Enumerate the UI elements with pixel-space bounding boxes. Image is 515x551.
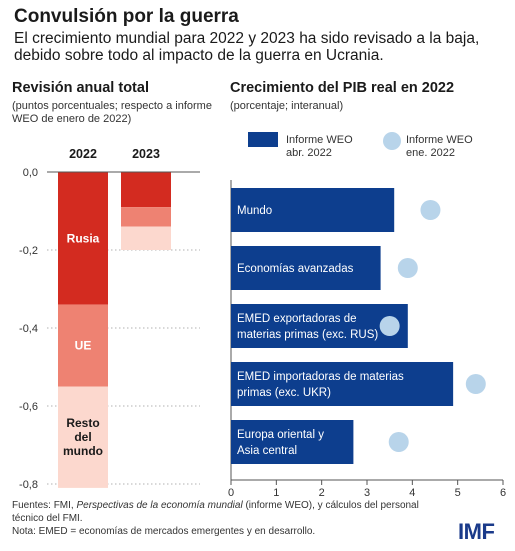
bar-category-label: Asia central: [237, 445, 297, 457]
bar-category-label: Mundo: [237, 205, 272, 217]
legend-dot-jan-2022: [383, 132, 401, 150]
bar-apr-2022-1: [231, 246, 381, 290]
chart-subtitle: El crecimiento mundial para 2022 y 2023 …: [14, 30, 480, 64]
bar-apr-2022-4: [231, 420, 354, 464]
y-tick-label: 0,0: [23, 167, 38, 179]
left-panel-title: Revisión anual total: [12, 80, 149, 96]
bar-apr-2022-2: [231, 304, 408, 348]
x-tick-label: 3: [364, 487, 370, 499]
x-tick-label: 0: [228, 487, 234, 499]
bar-apr-2022-3: [231, 362, 454, 406]
segment-label: Rusia: [67, 231, 100, 245]
sources-note: Fuentes: FMI, Perspectivas de la economí…: [12, 500, 419, 524]
x-tick-label: 2: [319, 487, 325, 499]
dot-jan-2022-3: [465, 374, 486, 394]
bar-category-label: primas (exc. UKR): [237, 387, 331, 399]
bar-segment-resto-del-mundo-2022: [58, 386, 108, 488]
legend-label-jan-2022: Informe WEO: [406, 134, 473, 146]
legend-label-apr-2022: abr. 2022: [286, 147, 332, 159]
category-label-2023: 2023: [132, 147, 160, 161]
legend-swatch-apr-2022: [248, 132, 278, 147]
segment-label: mundo: [63, 444, 103, 458]
bar-category-label: materias primas (exc. RUS): [237, 329, 378, 341]
segment-label: del: [74, 430, 91, 444]
bar-segment-ue-2022: [58, 304, 108, 387]
y-tick-label: -0,2: [19, 245, 38, 257]
x-tick-label: 1: [273, 487, 279, 499]
dot-jan-2022-0: [420, 200, 441, 220]
chart-title: Convulsión por la guerra: [14, 6, 239, 27]
segment-label: UE: [75, 339, 92, 353]
bar-segment-rusia-2023: [121, 172, 171, 208]
dot-jan-2022-2: [379, 316, 400, 336]
bar-segment-ue-2023: [121, 207, 171, 227]
x-tick-label: 4: [409, 487, 415, 499]
category-label-2022: 2022: [69, 147, 97, 161]
bar-category-label: EMED exportadoras de: [237, 313, 357, 325]
legend-label-apr-2022: Informe WEO: [286, 134, 353, 146]
bar-segment-rusia-2022: [58, 172, 108, 305]
y-tick-label: -0,6: [19, 401, 38, 413]
bar-segment-resto-del-mundo-2023: [121, 226, 171, 250]
right-panel-title: Crecimiento del PIB real en 2022: [230, 80, 455, 96]
x-tick-label: 5: [455, 487, 461, 499]
y-tick-label: -0,8: [19, 479, 38, 491]
x-tick-label: 6: [500, 487, 506, 499]
dot-jan-2022-1: [397, 258, 418, 278]
dot-jan-2022-4: [388, 432, 409, 452]
bar-category-label: EMED importadoras de materias: [237, 371, 404, 383]
right-panel-note: (porcentaje; interanual): [230, 100, 344, 112]
segment-label: Resto: [66, 416, 99, 430]
imf-logo: IMF: [458, 519, 495, 544]
left-panel-note: (puntos porcentuales; respecto a informe…: [12, 100, 212, 125]
bar-apr-2022-0: [231, 188, 395, 232]
bar-category-label: Europa oriental y: [237, 429, 324, 441]
abbreviation-note: Nota: EMED = economías de mercados emerg…: [12, 526, 316, 537]
footer-notes: Fuentes: FMI, Perspectivas de la economí…: [12, 499, 452, 538]
bar-category-label: Economías avanzadas: [237, 263, 354, 275]
y-tick-label: -0,4: [19, 323, 38, 335]
legend-label-jan-2022: ene. 2022: [406, 147, 455, 159]
